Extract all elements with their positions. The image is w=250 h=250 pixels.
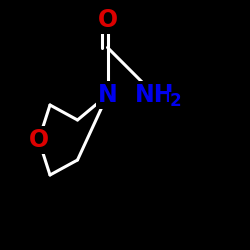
Text: O: O — [29, 128, 49, 152]
Text: N: N — [98, 83, 117, 107]
Text: O: O — [98, 8, 117, 32]
Text: NH: NH — [135, 83, 175, 107]
Text: 2: 2 — [169, 92, 181, 110]
